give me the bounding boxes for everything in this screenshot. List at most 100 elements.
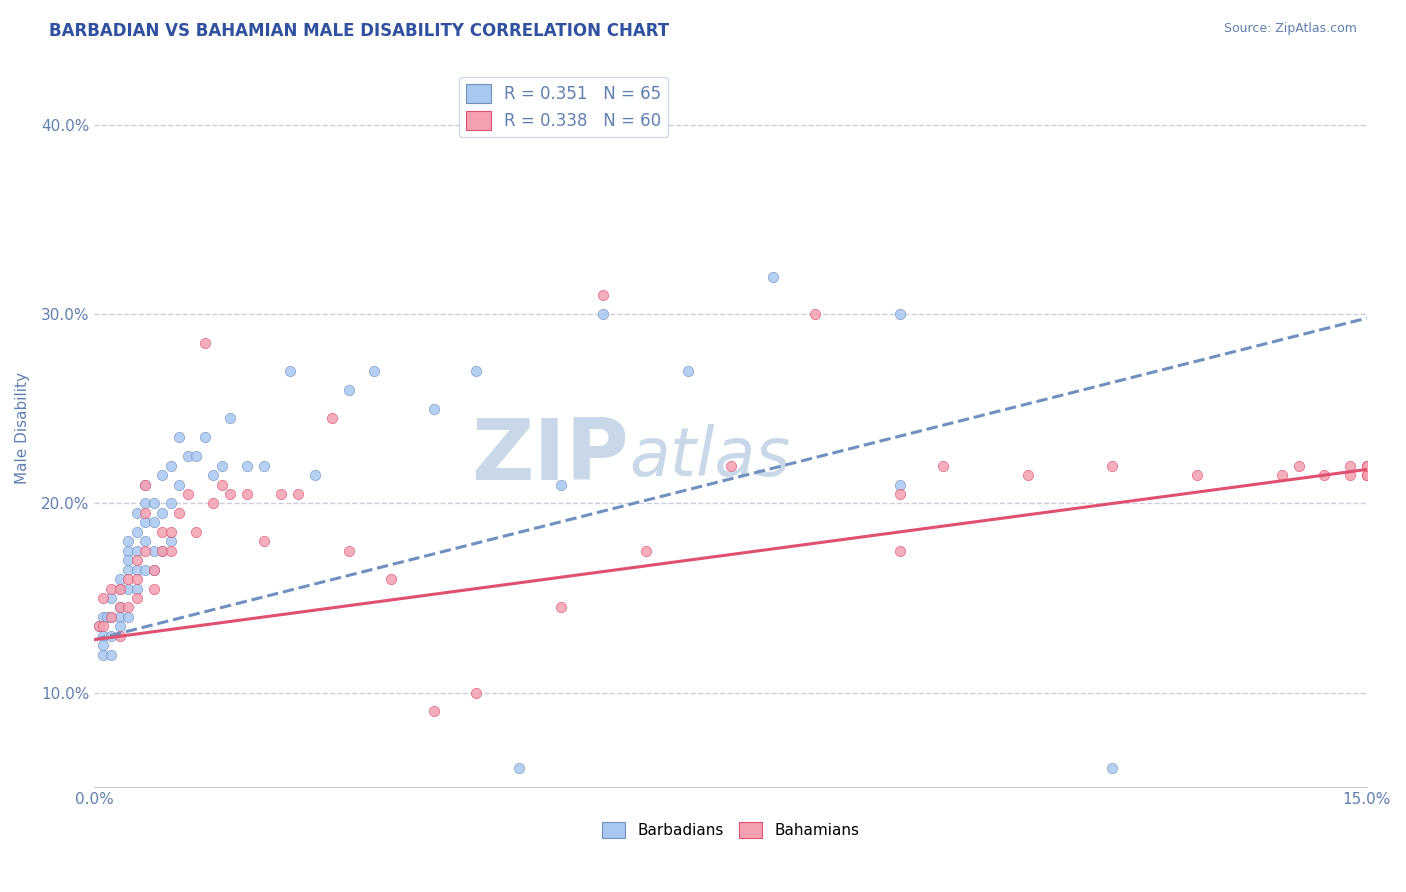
Y-axis label: Male Disability: Male Disability <box>15 372 30 483</box>
Point <box>125 563 148 577</box>
Point <box>363 364 385 378</box>
Point <box>211 477 233 491</box>
Point <box>889 543 911 558</box>
Text: ZIP: ZIP <box>471 415 628 498</box>
Point <box>253 534 276 549</box>
Point <box>125 591 148 605</box>
Point <box>117 534 139 549</box>
Point <box>1355 458 1378 473</box>
Point <box>278 364 301 378</box>
Point <box>125 524 148 539</box>
Point <box>100 629 122 643</box>
Point <box>219 487 242 501</box>
Point <box>159 524 181 539</box>
Point <box>100 582 122 596</box>
Point <box>150 506 173 520</box>
Point <box>134 543 156 558</box>
Point <box>1288 458 1310 473</box>
Point <box>889 487 911 501</box>
Point <box>337 543 360 558</box>
Point <box>125 572 148 586</box>
Point <box>134 516 156 530</box>
Point <box>117 600 139 615</box>
Point <box>117 610 139 624</box>
Point <box>550 600 572 615</box>
Point <box>1355 458 1378 473</box>
Point <box>270 487 292 501</box>
Point <box>1355 468 1378 483</box>
Point <box>337 383 360 397</box>
Point <box>1101 761 1123 775</box>
Point <box>134 534 156 549</box>
Point <box>177 487 200 501</box>
Point <box>91 591 114 605</box>
Point <box>142 496 165 510</box>
Point <box>150 468 173 483</box>
Point <box>1185 468 1208 483</box>
Point <box>91 629 114 643</box>
Point <box>108 619 131 633</box>
Point <box>108 582 131 596</box>
Point <box>202 468 225 483</box>
Point <box>117 572 139 586</box>
Point <box>142 563 165 577</box>
Point <box>219 411 242 425</box>
Point <box>194 430 217 444</box>
Point <box>142 516 165 530</box>
Point <box>159 458 181 473</box>
Point <box>169 430 191 444</box>
Point <box>1355 468 1378 483</box>
Point <box>236 458 259 473</box>
Text: Source: ZipAtlas.com: Source: ZipAtlas.com <box>1223 22 1357 36</box>
Point <box>150 524 173 539</box>
Text: atlas: atlas <box>628 424 790 490</box>
Point <box>91 610 114 624</box>
Point <box>91 638 114 652</box>
Point <box>91 619 114 633</box>
Point <box>1271 468 1294 483</box>
Point <box>125 582 148 596</box>
Point <box>100 610 122 624</box>
Point <box>125 543 148 558</box>
Point <box>134 563 156 577</box>
Point <box>117 543 139 558</box>
Point <box>889 477 911 491</box>
Point <box>134 496 156 510</box>
Point <box>1339 468 1361 483</box>
Point <box>465 685 488 699</box>
Point <box>720 458 742 473</box>
Point <box>253 458 276 473</box>
Point <box>142 582 165 596</box>
Point <box>676 364 699 378</box>
Point <box>1339 458 1361 473</box>
Point <box>108 610 131 624</box>
Point <box>96 610 118 624</box>
Text: BARBADIAN VS BAHAMIAN MALE DISABILITY CORRELATION CHART: BARBADIAN VS BAHAMIAN MALE DISABILITY CO… <box>49 22 669 40</box>
Point <box>762 269 785 284</box>
Point <box>889 307 911 321</box>
Point <box>150 543 173 558</box>
Point <box>117 582 139 596</box>
Point <box>87 619 110 633</box>
Point <box>423 705 446 719</box>
Point <box>1101 458 1123 473</box>
Point <box>100 610 122 624</box>
Point <box>134 477 156 491</box>
Point <box>321 411 343 425</box>
Point <box>150 543 173 558</box>
Point <box>142 563 165 577</box>
Point <box>100 591 122 605</box>
Point <box>1017 468 1039 483</box>
Point <box>159 534 181 549</box>
Point <box>211 458 233 473</box>
Point <box>202 496 225 510</box>
Point <box>134 477 156 491</box>
Point <box>1355 468 1378 483</box>
Point <box>177 449 200 463</box>
Point <box>931 458 953 473</box>
Point <box>592 288 614 302</box>
Point <box>380 572 402 586</box>
Point <box>108 629 131 643</box>
Point <box>194 335 217 350</box>
Point <box>804 307 827 321</box>
